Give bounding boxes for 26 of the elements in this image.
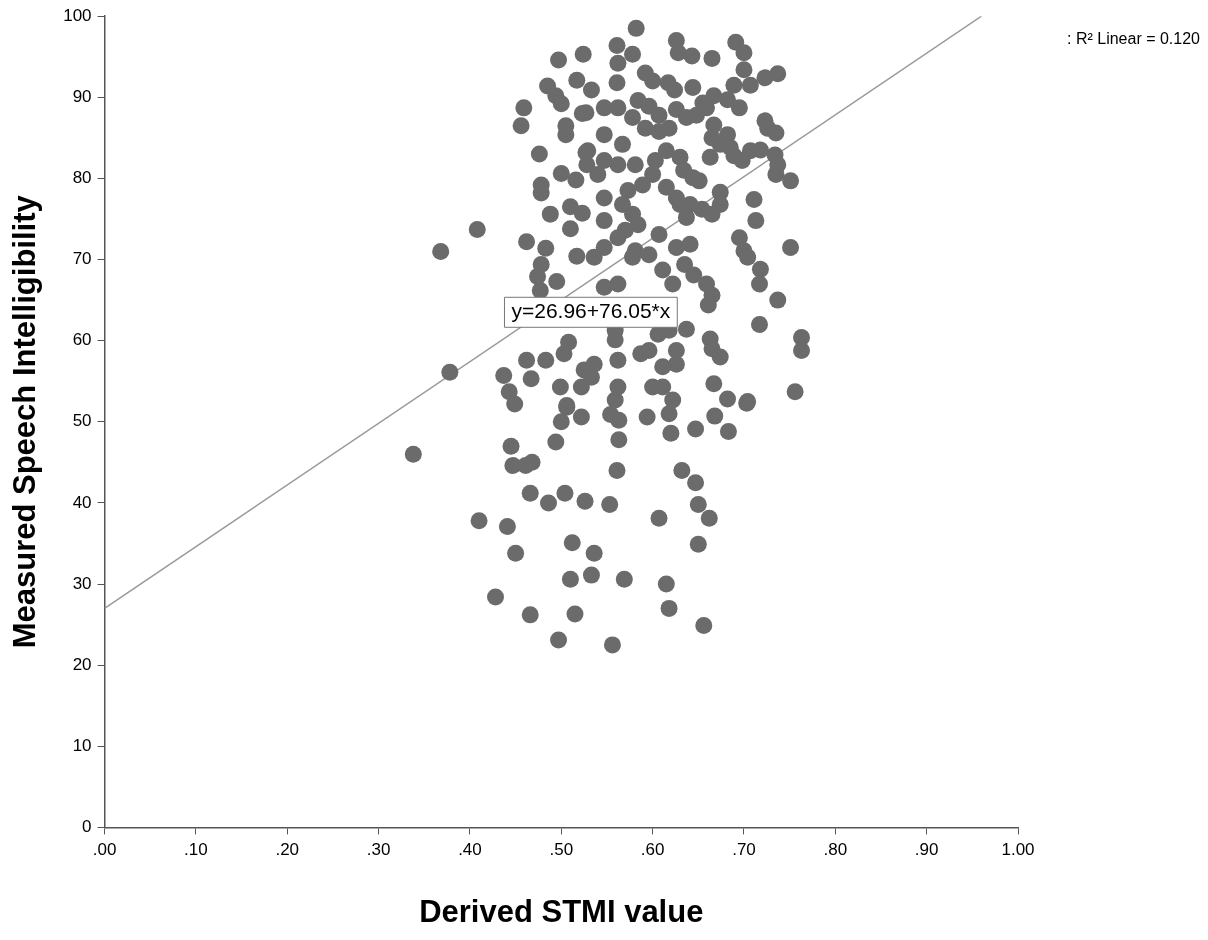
x-tick-label: .20 — [275, 840, 300, 860]
x-tick-label: .40 — [458, 840, 482, 860]
y-tick-label: 60 — [72, 330, 92, 350]
y-tick-label: 90 — [72, 87, 92, 107]
text: : R² Linear = 0.120 — [1067, 30, 1201, 48]
x-tick-label: .00 — [92, 840, 117, 860]
annotation: y=26.96+76.05*x — [511, 299, 671, 323]
y-axis-title: Measured Speech Intelligibility — [7, 194, 43, 649]
x-axis-title: Derived STMI value — [419, 893, 704, 929]
x-tick-label: .30 — [366, 840, 391, 860]
y-tick-label: 100 — [63, 5, 92, 25]
x-tick-label: .80 — [823, 840, 848, 860]
y-tick-label: 40 — [72, 492, 92, 512]
x-tick-label: .70 — [732, 840, 756, 860]
x-tick-label: .60 — [640, 840, 665, 860]
y-tick-label: 80 — [72, 168, 92, 188]
x-tick-label: 1.00 — [1001, 840, 1035, 860]
y-tick-label: 20 — [72, 654, 92, 674]
x-tick-label: .90 — [914, 840, 939, 860]
x-tick-label: .50 — [549, 840, 574, 860]
y-tick-label: 30 — [72, 573, 92, 593]
y-tick-label: 0 — [82, 817, 92, 837]
x-tick-label: .10 — [184, 840, 208, 860]
y-tick-label: 10 — [72, 735, 92, 755]
y-tick-label: 50 — [72, 411, 92, 431]
y-tick-label: 70 — [72, 249, 92, 269]
